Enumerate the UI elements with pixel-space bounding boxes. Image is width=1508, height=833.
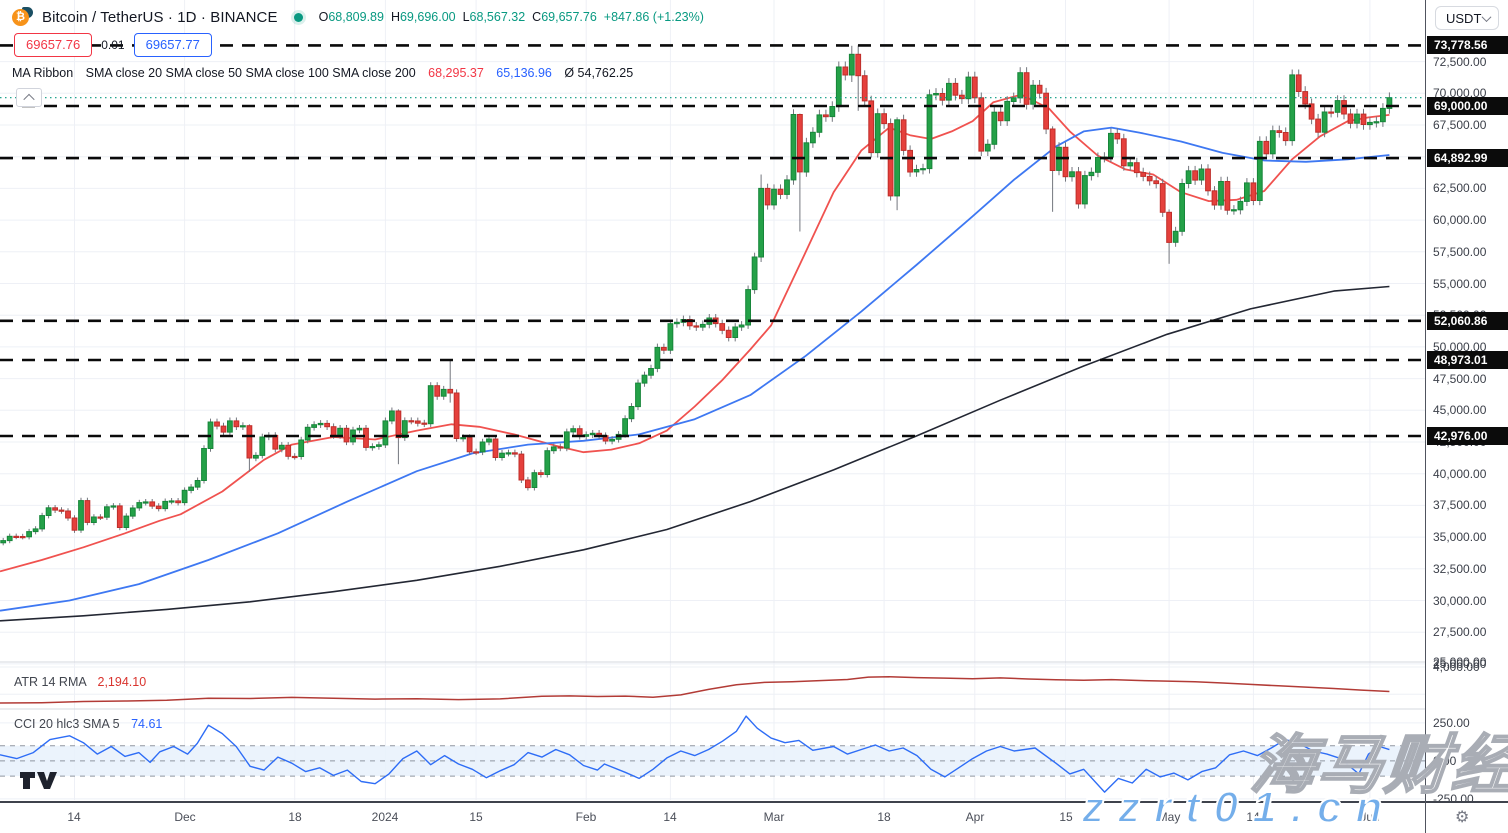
bitcoin-icon: ₿ [12,9,29,26]
atr-tick: 4,000.00 [1433,660,1480,674]
sma-200-line [0,285,1390,622]
price-tick: 67,500.00 [1433,118,1487,132]
price-level-label: 69,000.00 [1427,97,1508,115]
collapse-legend-button[interactable] [16,88,42,107]
market-status-dot-icon [293,12,303,22]
sma-20-line [0,93,1390,573]
atr-legend[interactable]: ATR 14 RMA 2,194.10 [14,675,146,689]
ma-ribbon-legend[interactable]: MA Ribbon SMA close 20 SMA close 50 SMA … [12,66,633,80]
price-tick: 47,500.00 [1433,372,1487,386]
cci-title: CCI 20 hlc3 SMA 5 [14,717,120,731]
price-tick: 32,500.00 [1433,562,1487,576]
ma-ribbon-title: MA Ribbon [12,66,74,80]
time-tick: 15 [469,810,483,824]
time-tick: 15 [1059,810,1073,824]
price-level-label: 42,976.00 [1427,427,1508,445]
price-tick: 55,000.00 [1433,277,1487,291]
price-tick: 57,500.00 [1433,245,1487,259]
atr-value: 2,194.10 [97,675,147,689]
time-tick: Dec [174,810,196,824]
price-level-label: 73,778.56 [1427,36,1508,54]
price-tick: 62,500.00 [1433,181,1487,195]
ma-ribbon-average: Ø 54,762.25 [564,66,634,80]
cci-tick: 0.00 [1433,754,1457,768]
time-tick: 18 [877,810,891,824]
pair-logo-icon: ₿ [12,7,34,27]
price-tick: 30,000.00 [1433,594,1487,608]
atr-title: ATR 14 RMA [14,675,87,689]
currency-selector[interactable]: USDT [1435,6,1499,30]
time-tick: May [1157,810,1181,824]
currency-label: USDT [1446,10,1482,26]
change-value: +847.86 (+1.23%) [603,10,704,24]
open-value: 68,809.89 [328,10,384,24]
chevron-up-icon [23,93,35,105]
time-tick: 18 [288,810,302,824]
high-value: 69,696.00 [399,10,456,24]
low-value: 68,567.32 [469,10,526,24]
ma-ribbon-value-red: 68,295.37 [428,66,484,80]
chevron-down-icon [1481,11,1492,22]
time-tick: Jun [1360,810,1380,824]
price-scale-column[interactable]: USDT 72,500.0070,000.0067,500.0065,000.0… [1426,0,1508,806]
price-tick: 27,500.00 [1433,625,1487,639]
price-level-label: 48,973.01 [1427,351,1508,369]
time-axis[interactable]: ⚙ 14 Dec 18 2024 15 Feb 14 Mar 18 Apr 15 May 14 Jun [0,801,1508,833]
time-tick: Feb [575,810,597,824]
spread-value: 0.01 [101,38,125,52]
cci-legend[interactable]: CCI 20 hlc3 SMA 5 74.61 [14,717,162,731]
price-tick: 72,500.00 [1433,55,1487,69]
price-level-label: 64,892.99 [1427,149,1508,167]
time-tick: Mar [763,810,785,824]
atr-series-line [0,676,1390,704]
price-tick: 60,000.00 [1433,213,1487,227]
price-tick: 40,000.00 [1433,467,1487,481]
sell-button[interactable]: 69657.76 [14,33,93,57]
cci-tick: 250.00 [1433,716,1470,730]
ma-ribbon-value-blue: 65,136.96 [496,66,552,80]
scale-separator [1425,0,1426,833]
symbol-legend[interactable]: ₿ Bitcoin / TetherUS · 1D · BINANCE O68,… [12,7,704,27]
time-tick: 14 [663,810,677,824]
tradingview-logo[interactable] [20,771,58,795]
price-tick: 50,000.00 [1433,340,1487,354]
time-tick: 14 [67,810,81,824]
ohlc-values: O68,809.89 H69,696.00 L68,567.32 C69,657… [318,10,704,24]
time-tick: 14 [1246,810,1260,824]
price-tick: 25,000.00 [1433,655,1487,669]
sma-50-line [0,126,1390,612]
price-level-label: 52,060.86 [1427,312,1508,330]
ma-ribbon-params: SMA close 20 SMA close 50 SMA close 100 … [85,66,416,80]
price-tick: 35,000.00 [1433,530,1487,544]
symbol-title[interactable]: Bitcoin / TetherUS · 1D · BINANCE [42,8,278,26]
time-tick: 2024 [371,810,399,824]
price-tick: 25,000.00 [1433,657,1487,671]
price-tick: 45,000.00 [1433,403,1487,417]
quote-row: 69657.76 0.01 69657.77 [14,33,212,57]
candlestick-chart[interactable] [0,0,1425,800]
cci-value: 74.61 [131,717,163,731]
gear-icon[interactable]: ⚙ [1455,809,1470,826]
close-value: 69,657.76 [541,10,597,24]
price-tick: 37,500.00 [1433,498,1487,512]
price-tick: 70,000.00 [1433,86,1487,100]
cci-series-line [0,715,1390,793]
time-tick: Apr [965,810,985,824]
buy-button[interactable]: 69657.77 [133,33,212,57]
